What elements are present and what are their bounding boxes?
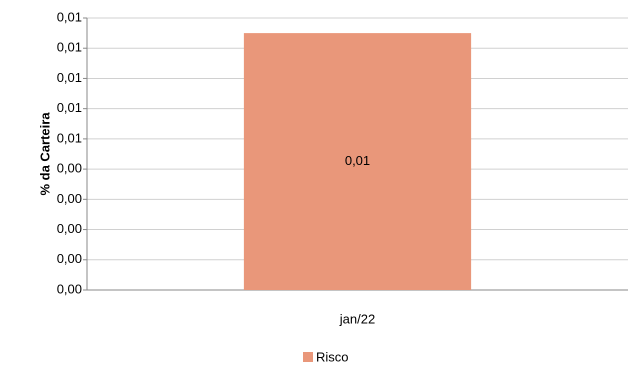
y-tick-label: 0,01 bbox=[57, 9, 82, 24]
y-tick-label: 0,00 bbox=[57, 281, 82, 296]
legend-label: Risco bbox=[316, 349, 349, 364]
y-tick-label: 0,01 bbox=[57, 40, 82, 55]
y-tick-label: 0,00 bbox=[57, 161, 82, 176]
x-tick-label: jan/22 bbox=[339, 311, 375, 326]
bar bbox=[243, 33, 472, 290]
y-tick-label: 0,00 bbox=[57, 221, 82, 236]
y-axis-title: % da Carteira bbox=[37, 112, 52, 196]
y-tick-label: 0,00 bbox=[57, 251, 82, 266]
y-tick-label: 0,00 bbox=[57, 191, 82, 206]
legend-swatch bbox=[303, 352, 313, 362]
data-label: 0,01 bbox=[345, 153, 370, 168]
y-tick-label: 0,01 bbox=[57, 70, 82, 85]
y-tick-label: 0,01 bbox=[57, 100, 82, 115]
y-tick-label: 0,01 bbox=[57, 130, 82, 145]
